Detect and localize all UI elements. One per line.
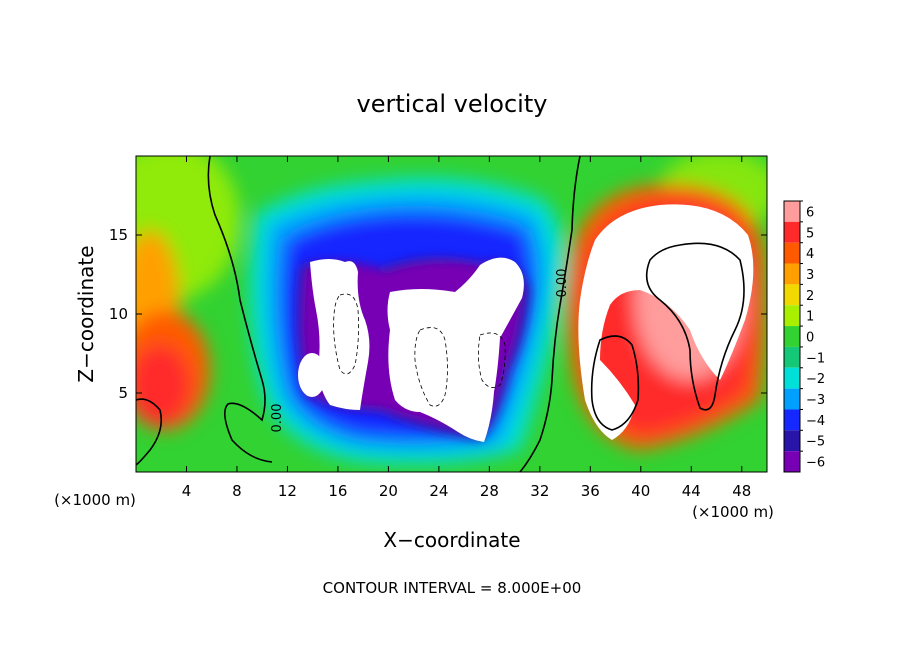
y-axis-label: Z−coordinate <box>74 245 98 382</box>
colorbar-label: −4 <box>806 414 825 429</box>
colorbar-label: 6 <box>806 205 814 220</box>
colorbar: 6 5 4 3 2 1 0 −1 −2 −3 −4 −5 −6 <box>783 200 825 473</box>
x-tick-label: 24 <box>429 482 448 500</box>
y-tick-label: 15 <box>109 226 128 244</box>
colorbar-label: 4 <box>806 247 814 262</box>
x-tick-label: 32 <box>530 482 549 500</box>
x-unit-left: (×1000 m) <box>54 491 136 509</box>
x-tick-label: 8 <box>232 482 242 500</box>
colorbar-swatch <box>784 242 800 264</box>
colorbar-label: −1 <box>806 351 825 366</box>
colorbar-label: 0 <box>806 331 814 346</box>
colorbar-label: −6 <box>806 456 825 471</box>
colorbar-swatch <box>784 305 800 327</box>
chart-title: vertical velocity <box>357 90 548 118</box>
x-tick-label: 28 <box>480 482 499 500</box>
contour-label-left: 0.00 <box>270 404 285 433</box>
contour-labels: 0.00 0.00 <box>270 269 570 433</box>
x-axis-label: X−coordinate <box>383 528 520 552</box>
colorbar-swatch <box>784 201 800 222</box>
x-axis: 4 8 12 16 20 24 28 32 36 40 44 48 <box>182 156 751 500</box>
x-tick-label: 44 <box>682 482 701 500</box>
x-tick-label: 36 <box>581 482 600 500</box>
x-unit-right: (×1000 m) <box>692 503 774 521</box>
colorbar-label: 3 <box>806 268 814 283</box>
colorbar-label: −5 <box>806 435 825 450</box>
colorbar-label: −2 <box>806 372 825 387</box>
x-tick-label: 12 <box>278 482 297 500</box>
x-tick-label: 20 <box>379 482 398 500</box>
colorbar-swatch <box>784 409 800 431</box>
contour-interval-note: CONTOUR INTERVAL = 8.000E+00 <box>323 579 582 597</box>
colorbar-swatch <box>784 263 800 285</box>
x-tick-label: 16 <box>328 482 347 500</box>
colorbar-label: 5 <box>806 226 814 241</box>
heatmap-field <box>136 156 767 472</box>
x-tick-label: 48 <box>732 482 751 500</box>
colorbar-swatch <box>784 346 800 368</box>
colorbar-label: −3 <box>806 393 825 408</box>
colorbar-frame <box>783 200 801 473</box>
y-tick-label: 5 <box>118 384 128 402</box>
x-tick-label: 4 <box>182 482 192 500</box>
y-tick-label: 10 <box>109 305 128 323</box>
colorbar-swatch <box>784 451 800 472</box>
colorbar-swatch <box>784 284 800 306</box>
colorbar-swatch <box>784 388 800 410</box>
colorbar-swatch <box>784 326 800 347</box>
colorbar-swatch <box>784 367 800 389</box>
x-tick-label: 40 <box>631 482 650 500</box>
colorbar-label: 2 <box>806 289 814 304</box>
colorbar-label: 1 <box>806 310 814 325</box>
contour-label-right: 0.00 <box>555 269 570 298</box>
colorbar-swatch <box>784 430 800 452</box>
colorbar-swatch <box>784 221 800 243</box>
y-axis: 5 10 15 <box>109 226 767 402</box>
